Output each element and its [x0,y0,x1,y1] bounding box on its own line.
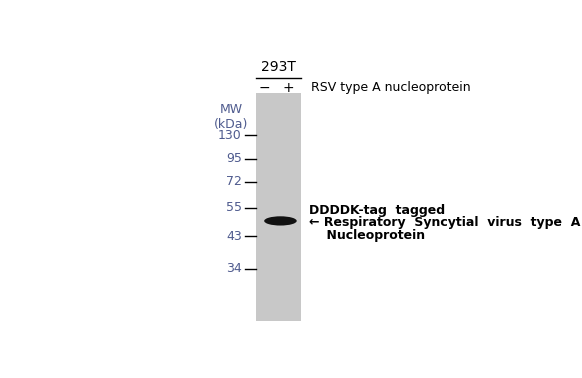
Text: MW
(kDa): MW (kDa) [214,103,248,131]
Text: ← Respiratory  Syncytial  virus  type  A: ← Respiratory Syncytial virus type A [309,216,580,229]
Text: 55: 55 [226,201,242,214]
Text: 293T: 293T [261,60,296,74]
Bar [257,93,301,321]
Text: DDDDK-tag  tagged: DDDDK-tag tagged [309,204,445,217]
Text: 43: 43 [226,230,242,243]
Text: 95: 95 [226,152,242,165]
Text: Nucleoprotein: Nucleoprotein [309,229,425,242]
Text: +: + [282,81,294,95]
Text: −: − [258,81,270,95]
Text: RSV type A nucleoprotein: RSV type A nucleoprotein [311,81,471,94]
Text: 34: 34 [226,262,242,275]
Text: 130: 130 [218,129,242,142]
Ellipse shape [264,216,297,226]
Text: 72: 72 [226,175,242,188]
